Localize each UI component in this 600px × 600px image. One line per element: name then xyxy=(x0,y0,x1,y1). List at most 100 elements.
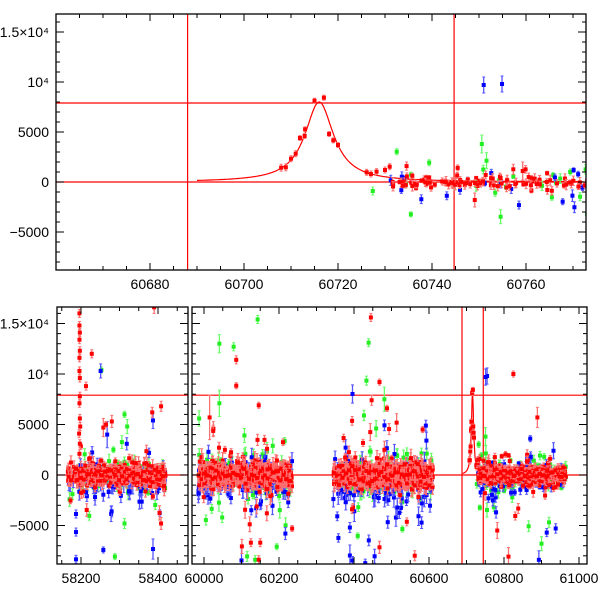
data-point-g xyxy=(270,443,275,448)
data-point-b xyxy=(84,494,89,499)
data-point-r xyxy=(528,183,533,188)
data-point-r xyxy=(480,179,485,184)
data-point-r xyxy=(144,461,149,466)
top-panel-zoom: 60680 60700 60720 60740 60760 −5000 0 5000 10⁴ 1.… xyxy=(0,13,594,292)
data-point-g xyxy=(477,505,482,510)
data-point-g xyxy=(242,452,247,457)
data-point-b xyxy=(109,509,114,514)
data-point-r xyxy=(78,424,83,429)
data-point-r xyxy=(105,473,110,478)
data-point-g xyxy=(355,533,360,538)
top-plot-area xyxy=(56,14,594,270)
data-point-r xyxy=(91,472,96,477)
top-axes: 60680 60700 60720 60740 60760 −5000 0 5000 10⁴ 1.… xyxy=(0,14,586,292)
data-point-r xyxy=(81,489,86,494)
data-point-b xyxy=(226,492,231,497)
data-point-r xyxy=(152,467,157,472)
data-point-g xyxy=(542,454,547,459)
data-point-r xyxy=(336,143,340,147)
data-point-r xyxy=(142,469,147,474)
data-point-r xyxy=(120,474,125,479)
data-point-g xyxy=(245,554,250,559)
data-point-g xyxy=(476,442,481,447)
data-point-r xyxy=(77,337,82,342)
data-point-r xyxy=(99,458,104,463)
data-point-r xyxy=(114,473,119,478)
data-point-r xyxy=(119,466,124,471)
data-point-g xyxy=(253,557,258,562)
data-point-b xyxy=(286,500,291,505)
data-point-r xyxy=(590,181,594,185)
data-point-b xyxy=(274,489,279,494)
data-point-r xyxy=(150,494,155,499)
data-point-r xyxy=(526,175,531,180)
data-point-b xyxy=(137,499,142,504)
data-point-b xyxy=(419,197,424,202)
data-point-g xyxy=(288,489,293,494)
data-point-g xyxy=(370,189,375,193)
data-point-g xyxy=(537,453,542,458)
data-point-b xyxy=(150,491,155,496)
data-point-b xyxy=(90,450,95,455)
data-point-g xyxy=(366,340,371,345)
data-point-b xyxy=(206,493,211,498)
data-point-r xyxy=(78,444,83,449)
data-point-g xyxy=(484,483,489,488)
data-point-b xyxy=(73,511,78,516)
data-point-r xyxy=(576,184,581,189)
data-point-g xyxy=(493,190,498,195)
data-point-r xyxy=(283,165,288,170)
data-point-r xyxy=(150,410,155,415)
data-point-r xyxy=(374,169,379,174)
data-point-r xyxy=(144,449,149,454)
data-point-r xyxy=(96,478,101,483)
data-point-b xyxy=(572,205,577,210)
data-point-g xyxy=(498,214,503,219)
data-point-b xyxy=(106,489,111,494)
data-point-g xyxy=(374,426,379,431)
data-point-b xyxy=(283,489,288,494)
data-point-r xyxy=(397,179,402,184)
data-point-b xyxy=(270,503,275,508)
data-point-r xyxy=(152,307,157,310)
data-point-b xyxy=(580,185,585,190)
data-point-r xyxy=(562,176,567,181)
data-point-g xyxy=(394,453,399,458)
data-point-r xyxy=(127,456,132,461)
data-point-r xyxy=(79,490,84,495)
data-point-g xyxy=(526,524,531,529)
data-point-b xyxy=(258,502,263,507)
data-point-r xyxy=(122,469,127,474)
data-point-r xyxy=(107,483,112,488)
data-point-r xyxy=(443,180,448,185)
data-point-r xyxy=(135,469,140,474)
data-point-r xyxy=(101,425,106,430)
data-point-b xyxy=(206,449,211,454)
data-point-r xyxy=(511,167,516,172)
data-point-r xyxy=(279,165,284,170)
data-point-r xyxy=(110,471,115,476)
data-point-r xyxy=(138,474,143,479)
data-point-r xyxy=(157,510,162,515)
data-point-r xyxy=(410,173,415,178)
data-point-r xyxy=(440,179,445,184)
data-point-g xyxy=(217,341,222,346)
data-point-b xyxy=(489,171,494,176)
data-point-r xyxy=(490,176,495,181)
data-point-b xyxy=(570,193,575,198)
data-point-g xyxy=(404,451,409,456)
data-point-r xyxy=(312,98,317,103)
y-tick-label: −5000 xyxy=(10,224,50,240)
x-tick-label: 60760 xyxy=(507,276,546,292)
data-point-b xyxy=(262,458,267,463)
data-point-r xyxy=(475,182,480,187)
data-point-r xyxy=(534,182,539,187)
data-point-r xyxy=(89,478,94,483)
data-point-r xyxy=(153,477,158,482)
data-point-r xyxy=(499,181,504,186)
data-point-r xyxy=(82,468,87,473)
data-point-r xyxy=(157,477,162,482)
data-point-r xyxy=(155,482,160,487)
data-point-g xyxy=(356,505,361,510)
